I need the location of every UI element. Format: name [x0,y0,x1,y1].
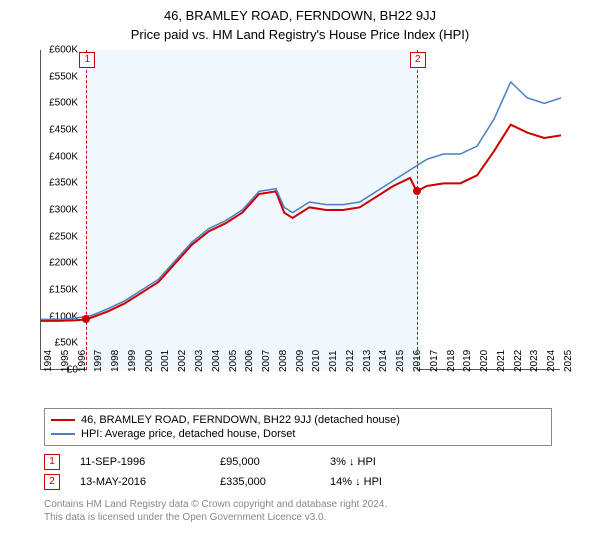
price-marker-icon [413,187,421,195]
transaction-badge-icon: 1 [44,454,60,470]
price-marker-icon [82,315,90,323]
transaction-date: 11-SEP-1996 [80,456,220,468]
license-line: Contains HM Land Registry data © Crown c… [44,498,552,511]
transaction-delta: 3% ↓ HPI [330,456,376,468]
chart-container: 46, BRAMLEY ROAD, FERNDOWN, BH22 9JJ Pri… [0,0,600,560]
transaction-date: 13-MAY-2016 [80,476,220,488]
legend-swatch [51,419,75,421]
chart-subtitle: Price paid vs. HM Land Registry's House … [0,23,600,50]
license-text: Contains HM Land Registry data © Crown c… [44,498,552,524]
license-line: This data is licensed under the Open Gov… [44,511,552,524]
x-axis-label: 2025 [563,350,574,372]
legend-label: 46, BRAMLEY ROAD, FERNDOWN, BH22 9JJ (de… [81,414,400,426]
transaction-badge-icon: 2 [44,474,60,490]
chart-area: 12 £0£50K£100K£150K£200K£250K£300K£350K£… [40,50,600,400]
legend-item: HPI: Average price, detached house, Dors… [51,427,545,441]
chart-title: 46, BRAMLEY ROAD, FERNDOWN, BH22 9JJ [0,0,600,23]
transaction-delta: 14% ↓ HPI [330,476,382,488]
event-badge-icon: 2 [410,52,426,68]
legend-swatch [51,433,75,435]
event-badge-icon: 1 [79,52,95,68]
line-plot-svg [41,50,561,370]
transaction-row: 1 11-SEP-1996 £95,000 3% ↓ HPI [44,452,552,472]
transaction-price: £335,000 [220,476,330,488]
transaction-price: £95,000 [220,456,330,468]
legend-label: HPI: Average price, detached house, Dors… [81,428,295,440]
transaction-row: 2 13-MAY-2016 £335,000 14% ↓ HPI [44,472,552,492]
plot-area: 12 [40,50,560,370]
transaction-table: 1 11-SEP-1996 £95,000 3% ↓ HPI 2 13-MAY-… [44,452,552,492]
legend-item: 46, BRAMLEY ROAD, FERNDOWN, BH22 9JJ (de… [51,413,545,427]
legend-box: 46, BRAMLEY ROAD, FERNDOWN, BH22 9JJ (de… [44,408,552,446]
